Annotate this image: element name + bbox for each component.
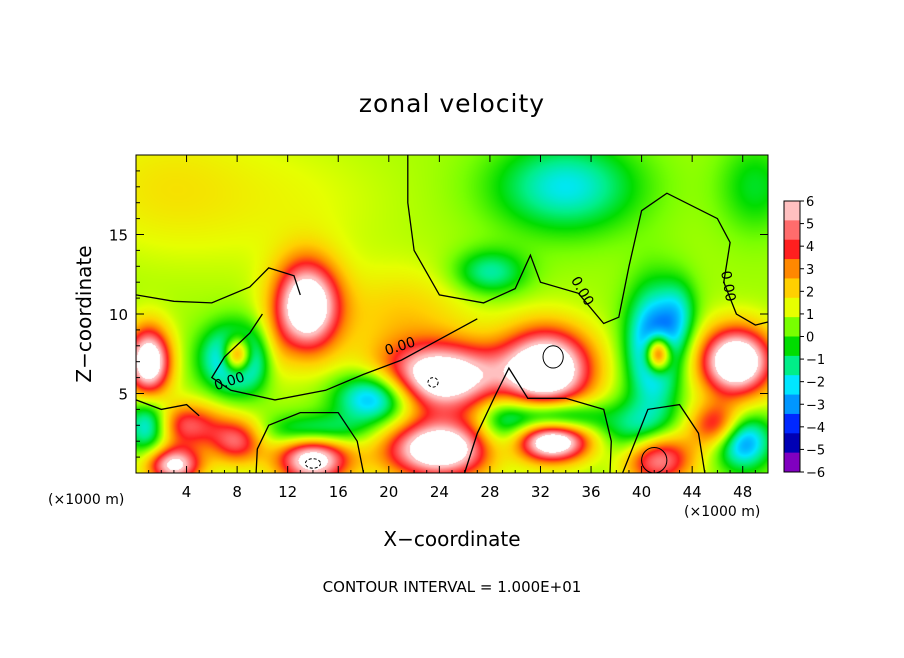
x-tick-label: 28	[480, 483, 499, 501]
colorbar-swatch	[784, 452, 800, 473]
x-tick-label: 32	[531, 483, 550, 501]
velocity-field	[136, 155, 768, 473]
zero-contour-line	[210, 313, 478, 401]
x-axis: 4 8 12 16 20 24 28 32 36 40 44 48	[148, 155, 756, 501]
x-tick-label: 16	[329, 483, 348, 501]
colorbar-swatch	[784, 413, 800, 434]
colorbar-tick-label: −3	[806, 398, 825, 413]
colorbar-swatch	[784, 239, 800, 260]
y-tick-label: 5	[118, 386, 128, 404]
x-tick-label: 12	[278, 483, 297, 501]
colorbar-swatch	[784, 375, 800, 396]
x-unit-note-right: (×1000 m)	[684, 504, 760, 520]
colorbar-swatch	[784, 394, 800, 415]
zero-contour-line	[136, 267, 301, 304]
colorbar-swatch	[784, 297, 800, 318]
x-tick-label: 48	[733, 483, 752, 501]
x-tick-label: 44	[683, 483, 702, 501]
colorbar-swatch	[784, 317, 800, 337]
x-tick-label: 4	[182, 483, 192, 501]
x-tick-label: 24	[430, 483, 449, 501]
contour-label: 0.00	[717, 270, 738, 303]
colorbar-tick-label: −2	[806, 376, 825, 391]
colorbar-tick-label: −4	[806, 421, 825, 436]
zero-contour-line	[136, 399, 200, 417]
colorbar-tick-label: 0	[806, 331, 814, 346]
x-axis-label: X−coordinate	[383, 527, 520, 551]
y-tick-label: 10	[109, 306, 128, 324]
colorbar-swatch	[784, 201, 800, 221]
zero-contour-line	[621, 403, 706, 473]
chart-title: zonal velocity	[359, 89, 545, 118]
y-axis-label: Z−coordinate	[72, 245, 96, 382]
y-axis: 5 10 15	[109, 170, 768, 458]
y-tick-label: 15	[109, 227, 128, 245]
closed-contour	[542, 345, 564, 369]
colorbar-tick-label: 6	[806, 195, 814, 210]
zero-contour-line	[255, 411, 365, 473]
colorbar-tick-label: 5	[806, 218, 814, 233]
colorbar-swatch	[784, 433, 800, 454]
colorbar-tick-label: −6	[806, 466, 825, 481]
colorbar-tick-label: −1	[806, 353, 825, 368]
colorbar: 6 5 4 3 2 1 0 −1 −2 −3 −4 −5 −6	[783, 195, 825, 481]
x-tick-label: 40	[632, 483, 651, 501]
zero-contour-line	[407, 155, 768, 326]
colorbar-tick-label: 3	[806, 263, 814, 278]
contour-lines	[136, 155, 768, 473]
zero-contour-line	[463, 366, 612, 473]
x-tick-label: 36	[581, 483, 600, 501]
colorbar-swatch	[784, 336, 800, 357]
closed-contour	[427, 377, 439, 388]
colorbar-swatch	[784, 220, 800, 241]
colorbar-swatch	[784, 355, 800, 376]
x-tick-label: 20	[379, 483, 398, 501]
x-unit-note-left: (×1000 m)	[48, 492, 124, 508]
heatmap-image	[136, 155, 768, 473]
colorbar-tick-label: 2	[806, 285, 814, 300]
colorbar-tick-label: 4	[806, 240, 814, 255]
colorbar-swatch	[784, 259, 800, 279]
contour-interval-note: CONTOUR INTERVAL = 1.000E+01	[323, 578, 582, 596]
x-tick-label: 8	[232, 483, 242, 501]
colorbar-swatch	[784, 278, 800, 299]
closed-contour	[304, 458, 322, 469]
colorbar-tick-label: −5	[806, 443, 825, 458]
colorbar-tick-label: 1	[806, 308, 814, 323]
